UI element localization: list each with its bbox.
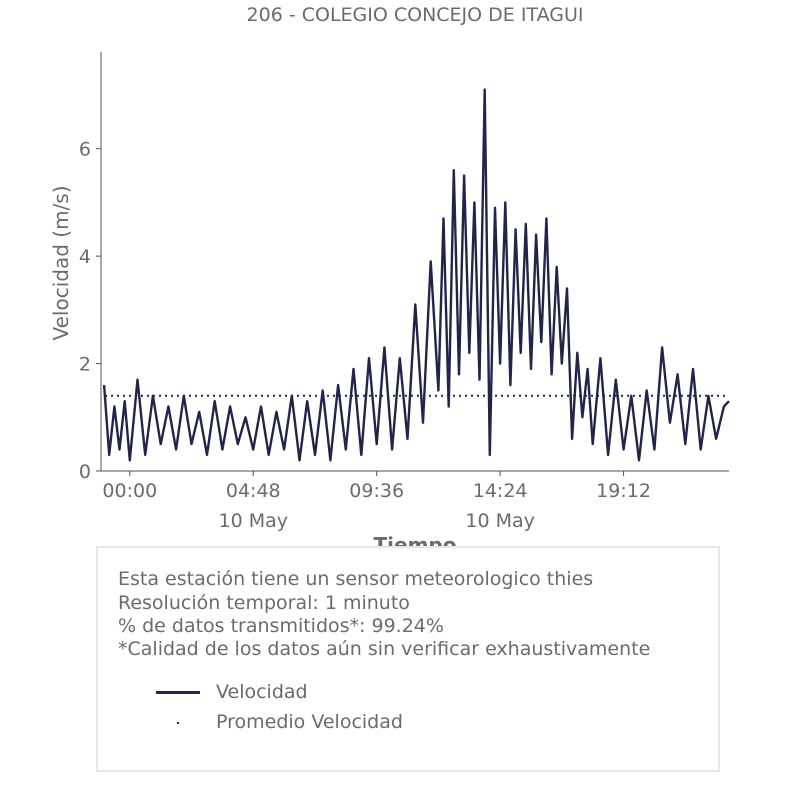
x-tick-label: 09:36: [349, 480, 404, 502]
info-line-resolution: Resolución temporal: 1 minuto: [118, 592, 410, 614]
y-tick-label: 0: [79, 461, 91, 483]
chart-title: 206 - COLEGIO CONCEJO DE ITAGUI: [247, 4, 584, 26]
y-tick-label: 6: [79, 139, 91, 161]
y-tick-label: 4: [79, 246, 91, 268]
plot-area: [102, 88, 730, 462]
x-tick-label: 14:24: [473, 480, 528, 502]
x-tick-date-label: 10 May: [465, 510, 535, 532]
legend-label-velocidad: Velocidad: [216, 681, 308, 703]
x-tick-date-label: 10 May: [218, 510, 288, 532]
axes: 0 2 4 6 00:00 04:48 10 May 09:36 14:24 10 May 19:1…: [79, 52, 729, 532]
x-tick-label: 00:00: [102, 480, 157, 502]
x-tick-label: 19:12: [596, 480, 651, 502]
y-axis-label: Velocidad (m/s): [49, 185, 73, 340]
chart-svg: 206 - COLEGIO CONCEJO DE ITAGUI 0 2 4 6 00:0…: [49, 4, 730, 532]
info-line-sensor: Esta estación tiene un sensor meteorolog…: [118, 568, 594, 590]
series-velocidad: [102, 88, 730, 462]
x-tick-label: 04:48: [226, 480, 281, 502]
info-line-quality: *Calidad de los datos aún sin verificar …: [118, 638, 651, 660]
info-box: Esta estación tiene un sensor meteorolog…: [96, 546, 720, 772]
legend-line-swatch: [156, 691, 200, 694]
legend-label-promedio: Promedio Velocidad: [216, 711, 403, 733]
y-tick-label: 2: [79, 354, 91, 376]
legend-dot-swatch: [177, 722, 179, 724]
info-line-transmitted: % de datos transmitidos*: 99.24%: [118, 615, 444, 637]
